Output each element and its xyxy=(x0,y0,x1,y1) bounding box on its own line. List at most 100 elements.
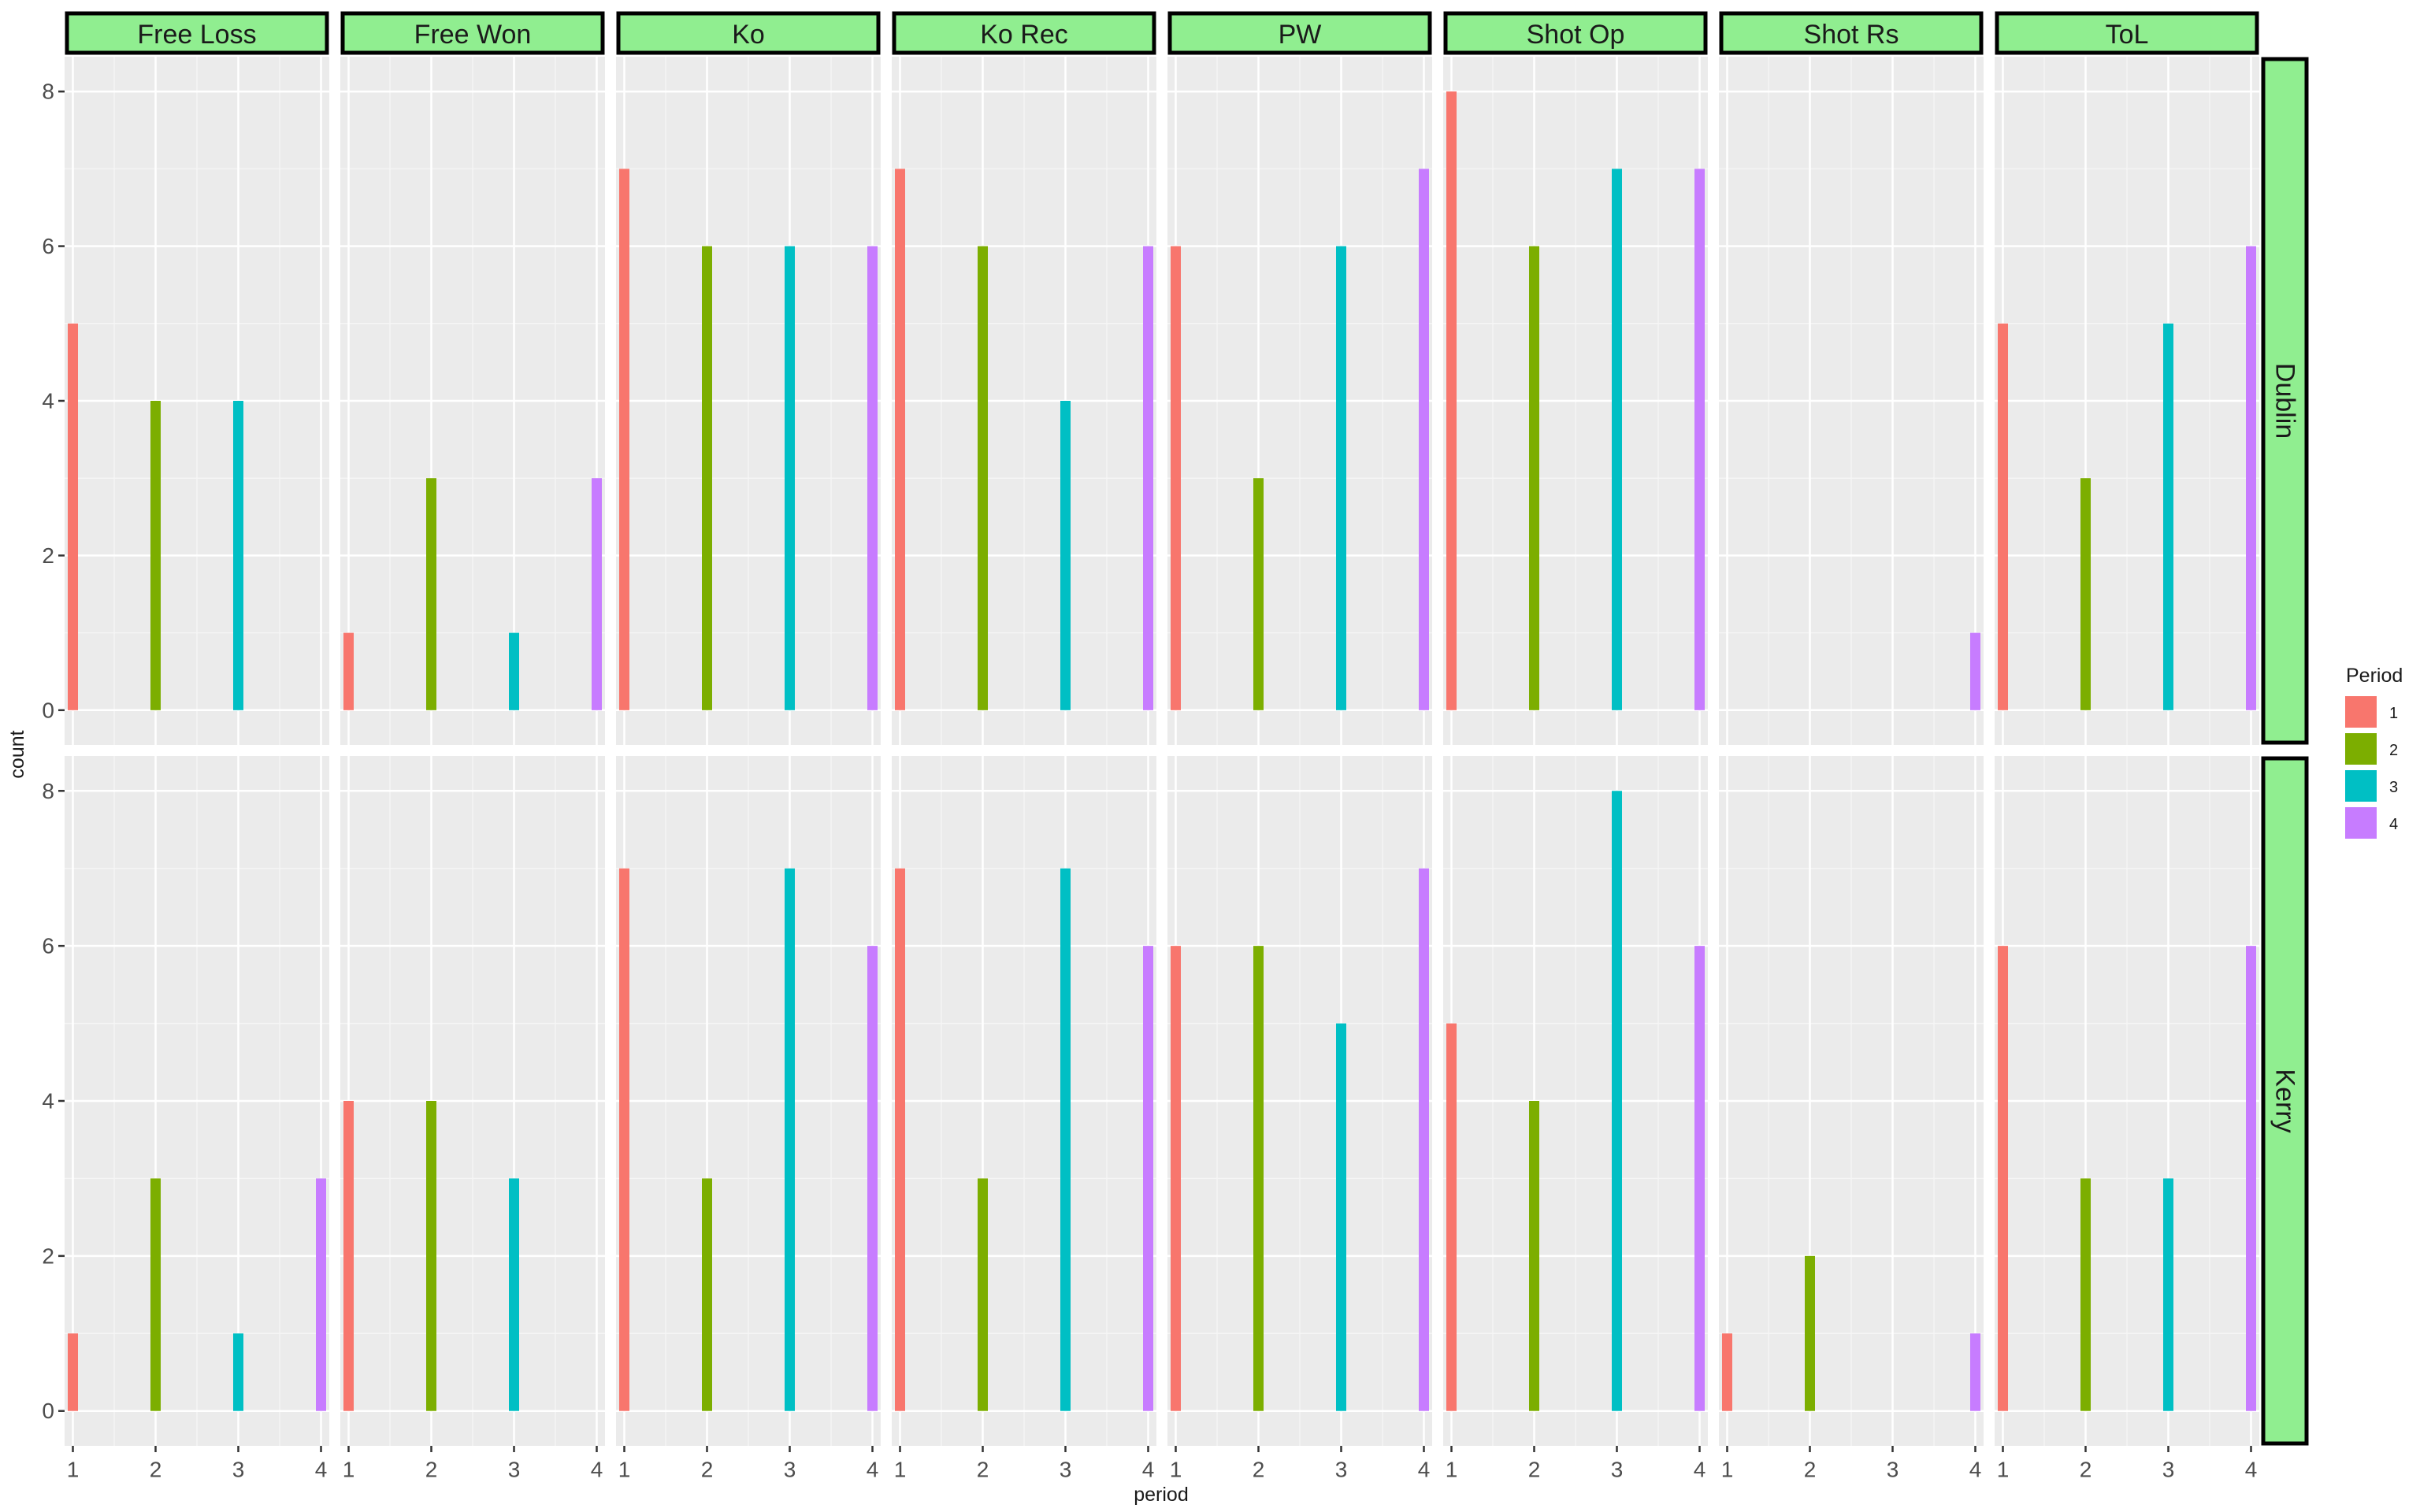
y-tick-label: 6 xyxy=(42,234,54,258)
y-tick-label: 0 xyxy=(42,1399,54,1423)
column-strip-box xyxy=(1167,11,1432,55)
x-tick-label: 2 xyxy=(1528,1458,1541,1482)
bar-dublin-ko-rec-period-2 xyxy=(978,246,988,710)
legend-item-period-4: 4 xyxy=(2345,807,2398,839)
bar-kerry-ko-period-2 xyxy=(702,1178,712,1411)
legend-label: 2 xyxy=(2389,742,2398,759)
x-tick-label: 3 xyxy=(508,1458,521,1482)
x-axis-pw: 1 2 3 4 xyxy=(1170,1446,1431,1482)
bar-dublin-tol-period-2 xyxy=(2080,478,2091,710)
y-tick-label: 2 xyxy=(42,1243,54,1268)
legend-swatch xyxy=(2345,696,2377,728)
bar-dublin-shot-op-period-2 xyxy=(1529,246,1539,710)
row-facet-strips: Dublin Kerry xyxy=(2261,57,2309,1446)
bar-kerry-shot-op-period-3 xyxy=(1612,791,1622,1411)
panel-dublin-pw xyxy=(1167,57,1432,745)
column-strip-shot-op: Shot Op xyxy=(1443,11,1708,55)
x-tick-label: 2 xyxy=(2080,1458,2092,1482)
x-axis-title: period xyxy=(1134,1484,1189,1506)
panel-dublin-free-loss xyxy=(65,57,329,745)
bar-kerry-free-won-period-3 xyxy=(509,1178,519,1411)
x-tick-label: 4 xyxy=(315,1458,328,1482)
x-axis-free-won: 1 2 3 4 xyxy=(343,1446,603,1482)
x-tick-label: 3 xyxy=(1611,1458,1624,1482)
bar-dublin-ko-period-4 xyxy=(867,246,878,710)
x-tick-label: 4 xyxy=(1694,1458,1706,1482)
bar-dublin-free-won-period-4 xyxy=(592,478,602,710)
bar-kerry-free-won-period-1 xyxy=(343,1101,354,1411)
bar-dublin-free-loss-period-3 xyxy=(233,401,243,710)
row-strip-box xyxy=(2261,756,2309,1446)
panel-kerry-ko-rec xyxy=(892,756,1156,1446)
column-strip-pw: PW xyxy=(1167,11,1432,55)
bar-kerry-free-loss-period-4 xyxy=(316,1178,326,1411)
column-facet-strips: Free Loss Free Won Ko Ko Rec PW Shot Op Shot R… xyxy=(65,11,2259,55)
panel-dublin-tol xyxy=(1995,57,2259,745)
bar-kerry-pw-period-2 xyxy=(1253,946,1264,1411)
panel-kerry-ko xyxy=(616,756,881,1446)
x-tick-label: 3 xyxy=(232,1458,245,1482)
x-tick-label: 1 xyxy=(1446,1458,1458,1482)
bar-kerry-ko-rec-period-1 xyxy=(895,868,905,1411)
row-strip-dublin: Dublin xyxy=(2261,57,2309,745)
bar-kerry-shot-op-period-1 xyxy=(1446,1023,1457,1411)
x-tick-label: 4 xyxy=(1418,1458,1431,1482)
column-strip-box xyxy=(1719,11,1984,55)
x-tick-label: 1 xyxy=(67,1458,80,1482)
column-strip-free-loss: Free Loss xyxy=(65,11,329,55)
x-tick-label: 1 xyxy=(1997,1458,2010,1482)
panel-dublin-free-won xyxy=(340,57,605,745)
x-tick-label: 2 xyxy=(977,1458,989,1482)
x-tick-label: 2 xyxy=(1253,1458,1265,1482)
column-strip-label: Ko xyxy=(732,20,765,50)
x-axis-ko: 1 2 3 4 xyxy=(618,1446,878,1482)
bar-kerry-ko-rec-period-4 xyxy=(1143,946,1153,1411)
bar-dublin-free-loss-period-2 xyxy=(150,401,161,710)
bar-dublin-shot-op-period-1 xyxy=(1446,91,1457,710)
bar-kerry-free-loss-period-1 xyxy=(68,1333,78,1411)
y-tick-label: 6 xyxy=(42,934,54,958)
bar-dublin-pw-period-2 xyxy=(1253,478,1264,710)
bar-kerry-tol-period-3 xyxy=(2163,1178,2173,1411)
column-strip-label: Shot Op xyxy=(1527,20,1625,50)
panel-dublin-shot-rs xyxy=(1719,57,1984,745)
x-tick-label: 1 xyxy=(1170,1458,1182,1482)
bar-dublin-shot-op-period-4 xyxy=(1694,169,1705,710)
bar-dublin-free-loss-period-1 xyxy=(68,323,78,710)
column-strip-box xyxy=(1995,11,2259,55)
column-strip-box xyxy=(340,11,605,55)
bar-kerry-pw-period-3 xyxy=(1336,1023,1346,1411)
y-tick-label: 8 xyxy=(42,779,54,803)
column-strip-label: Free Won xyxy=(414,20,532,50)
y-axis-title: count xyxy=(6,730,28,778)
legend-label: 1 xyxy=(2389,705,2398,722)
bar-dublin-ko-rec-period-1 xyxy=(895,169,905,710)
y-axis-kerry: 0 2 4 6 8 xyxy=(42,779,65,1423)
bar-dublin-pw-period-3 xyxy=(1336,246,1346,710)
bar-dublin-tol-period-1 xyxy=(1998,323,2008,710)
x-axis-tol: 1 2 3 4 xyxy=(1997,1446,2258,1482)
bar-kerry-ko-rec-period-2 xyxy=(978,1178,988,1411)
bar-dublin-pw-period-1 xyxy=(1171,246,1181,710)
x-tick-label: 2 xyxy=(150,1458,162,1482)
x-tick-label: 2 xyxy=(701,1458,714,1482)
panel-kerry-free-won xyxy=(340,756,605,1446)
bar-dublin-ko-rec-period-3 xyxy=(1060,401,1071,710)
row-strip-box xyxy=(2261,57,2309,745)
x-axis-ko-rec: 1 2 3 4 xyxy=(894,1446,1154,1482)
bar-kerry-shot-op-period-4 xyxy=(1694,946,1705,1411)
panel-kerry-tol xyxy=(1995,756,2259,1446)
bar-kerry-pw-period-1 xyxy=(1171,946,1181,1411)
column-strip-shot-rs: Shot Rs xyxy=(1719,11,1984,55)
bar-kerry-ko-rec-period-3 xyxy=(1060,868,1071,1411)
bar-kerry-pw-period-4 xyxy=(1419,868,1429,1411)
column-strip-ko-rec: Ko Rec xyxy=(892,11,1156,55)
bar-dublin-tol-period-3 xyxy=(2163,323,2173,710)
column-strip-ko: Ko xyxy=(616,11,881,55)
bar-dublin-ko-period-2 xyxy=(702,246,712,710)
legend-title: Period xyxy=(2346,665,2403,687)
bar-kerry-tol-period-4 xyxy=(2246,946,2256,1411)
x-tick-label: 4 xyxy=(2245,1458,2258,1482)
panel-dublin-ko xyxy=(616,57,881,745)
